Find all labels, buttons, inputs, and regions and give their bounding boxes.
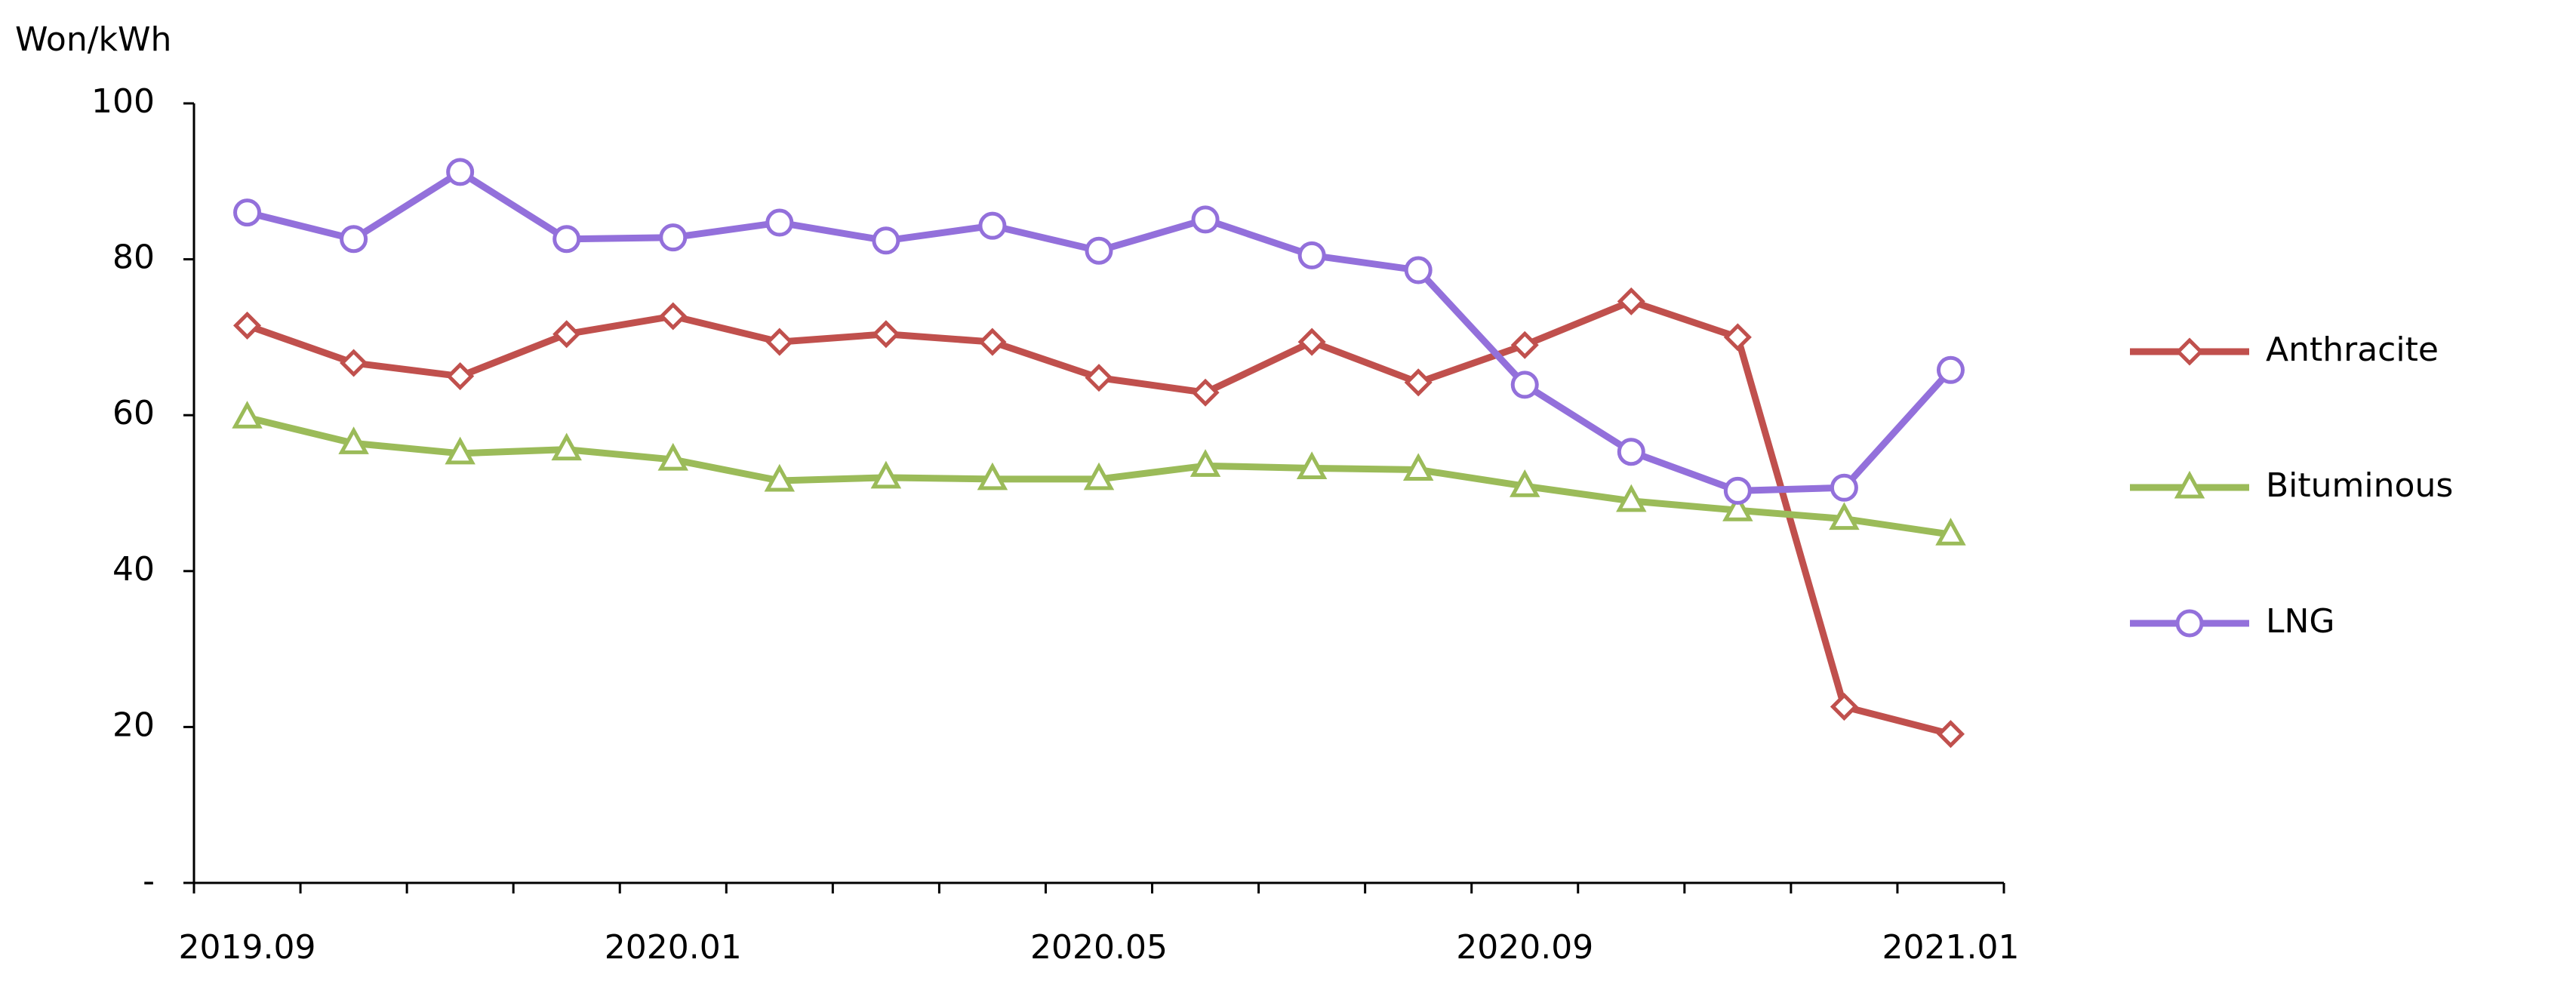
data-point xyxy=(1723,323,1752,352)
y-tick-label: - xyxy=(143,862,155,900)
data-point xyxy=(1404,368,1433,397)
data-point xyxy=(977,462,1008,490)
data-point xyxy=(232,311,262,340)
data-point xyxy=(1085,364,1113,392)
legend-marker xyxy=(2175,337,2204,366)
data-point xyxy=(446,362,475,391)
data-point xyxy=(1510,469,1540,497)
data-point xyxy=(765,328,794,356)
legend-label: LNG xyxy=(2266,602,2335,641)
data-point xyxy=(872,320,900,349)
data-point xyxy=(659,223,688,252)
data-point xyxy=(1191,205,1220,234)
x-tick-label: 2021.01 xyxy=(1882,928,2019,967)
x-tick-label: 2020.09 xyxy=(1456,928,1593,967)
data-point xyxy=(1617,438,1645,466)
y-axis-label: Won/kWh xyxy=(15,20,171,59)
data-point xyxy=(1191,378,1220,407)
series-line xyxy=(246,168,1953,494)
x-tick-label: 2020.05 xyxy=(1030,928,1168,967)
x-tick-label: 2019.09 xyxy=(179,928,316,967)
y-tick-label: 80 xyxy=(112,238,155,277)
data-point xyxy=(659,302,688,331)
data-point xyxy=(340,225,368,254)
data-point xyxy=(1935,518,1966,546)
data-point xyxy=(1936,355,1965,384)
data-point xyxy=(657,442,688,471)
data-point xyxy=(1723,476,1752,505)
legend-marker xyxy=(2174,470,2205,499)
data-point xyxy=(1830,693,1858,721)
data-point xyxy=(1829,502,1860,530)
data-point xyxy=(870,460,902,489)
data-point xyxy=(1404,256,1433,284)
data-point xyxy=(232,401,263,429)
data-point xyxy=(1722,494,1753,521)
legend-label: Anthracite xyxy=(2266,331,2439,369)
y-tick-label: 100 xyxy=(91,82,155,121)
data-point xyxy=(1085,236,1113,265)
y-tick-label: 60 xyxy=(112,394,155,432)
data-point xyxy=(978,328,1007,356)
data-point xyxy=(552,225,581,254)
data-point xyxy=(1830,473,1858,502)
data-point xyxy=(872,226,900,255)
data-point xyxy=(1936,720,1965,749)
x-tick-label: 2020.01 xyxy=(605,928,742,967)
data-point xyxy=(1510,331,1539,359)
data-point xyxy=(338,426,369,454)
data-point xyxy=(765,208,794,237)
data-point xyxy=(1402,453,1434,481)
data-point xyxy=(978,211,1007,240)
data-point xyxy=(233,198,262,227)
data-point xyxy=(446,158,475,186)
legend-label: Bituminous xyxy=(2266,466,2453,505)
data-point xyxy=(1296,451,1328,479)
data-point xyxy=(1190,449,1221,477)
data-point xyxy=(1617,287,1645,315)
data-point xyxy=(340,349,368,377)
data-point xyxy=(1297,241,1326,269)
y-tick-label: 40 xyxy=(112,550,155,589)
data-point xyxy=(551,432,582,461)
data-point xyxy=(1297,328,1326,356)
y-tick-label: 20 xyxy=(112,706,155,744)
data-point xyxy=(552,320,581,349)
data-point xyxy=(445,436,475,465)
legend-marker xyxy=(2175,609,2204,638)
data-point xyxy=(764,463,796,492)
data-point xyxy=(1083,462,1115,490)
data-point xyxy=(1510,371,1539,399)
data-point xyxy=(1616,484,1647,512)
